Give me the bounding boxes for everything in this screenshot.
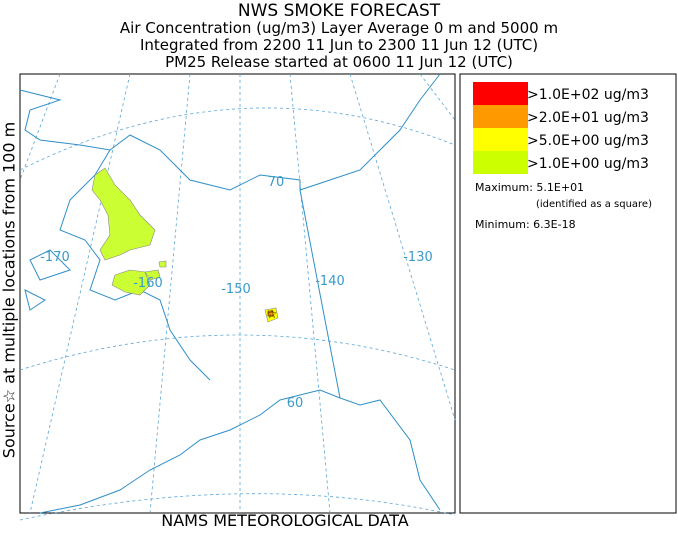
graticule-label: 60 [287,396,304,411]
graticule-label: -150 [221,282,251,297]
legend-swatch [473,151,528,174]
graticule-label: 70 [268,175,285,190]
legend-swatch [473,82,528,105]
header-line: Air Concentration (ug/m3) Layer Average … [120,19,558,37]
header-line: NWS SMOKE FORECAST [238,1,441,21]
source-star: ☆ [267,307,278,321]
header-line: Integrated from 2200 11 Jun to 2300 11 J… [140,36,538,54]
legend-label: >1.0E+02 ug/m3 [527,87,649,103]
graticule-label: -140 [315,274,345,289]
legend-minimum: Minimum: 6.3E-18 [475,218,576,231]
legend-maximum: Maximum: 5.1E+01 [475,181,584,194]
legend-note: (identified as a square) [536,199,652,210]
graticule [19,73,456,521]
legend-label: >1.0E+00 ug/m3 [527,156,649,172]
legend-label: >2.0E+01 ug/m3 [527,110,649,126]
legend-swatch [473,105,528,128]
legend-frame [459,73,677,514]
header-line: PM25 Release started at 0600 11 Jun 12 (… [165,53,513,71]
graticule-label: -160 [133,276,163,291]
footer: NAMS METEOROLOGICAL DATA [161,511,409,530]
graticule-label: -170 [40,250,70,265]
side-label: Source☆ at multiple locations from 100 m [0,122,19,458]
smoke-plume: ☆ [91,167,279,323]
graticule-label: -130 [403,250,433,265]
coastline [19,73,441,514]
map-frame [19,73,456,514]
legend-label: >5.0E+00 ug/m3 [527,133,649,149]
legend-swatch [473,128,528,151]
